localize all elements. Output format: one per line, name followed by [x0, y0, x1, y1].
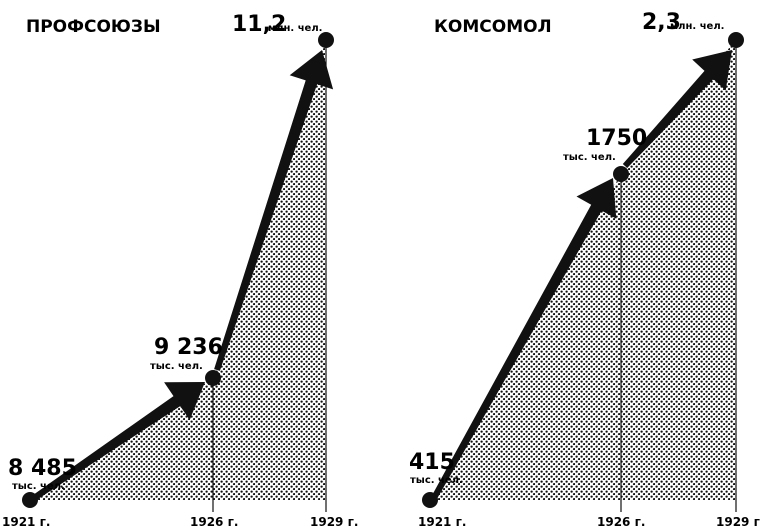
tick-label-1926: 1926 г.	[190, 515, 238, 529]
tick-label-1929: 1929 г.	[716, 515, 760, 529]
value-labels-profsoyuzy: 8 485 тыс. чел. 9 236 тыс. чел. 11,2 млн…	[8, 12, 322, 492]
value-label-1926-number: 9 236	[154, 335, 223, 360]
chart-panel-profsoyuzy: ПРОФСОЮЗЫ 8 485 тыс. чел. 9 236 тыс. чел…	[2, 12, 358, 529]
trend-arrows-profsoyuzy	[32, 50, 334, 501]
value-label-1929-number: 11,2	[232, 12, 286, 37]
area-fill-komsomol	[430, 40, 736, 500]
trend-arrow-1926-1929	[622, 50, 732, 168]
value-label-1926-unit: тыс. чел.	[563, 152, 616, 163]
gridlines-komsomol	[620, 40, 737, 512]
chart-title-komsomol: КОМСОМОЛ	[434, 17, 552, 37]
data-point-1926	[613, 166, 629, 182]
trend-arrow-1921-1926	[431, 178, 617, 500]
chart-panel-komsomol: КОМСОМОЛ 415 тыс. чел. 1750 тыс. чел. 2,…	[409, 10, 760, 529]
value-label-1921-unit: тыс. чел.	[12, 481, 65, 492]
value-label-1921-unit: тыс. чел.	[410, 475, 463, 486]
value-label-1929-number: 2,3	[642, 10, 681, 35]
data-points-profsoyuzy	[22, 32, 334, 508]
gridlines-profsoyuzy	[212, 40, 327, 512]
data-point-1929	[318, 32, 334, 48]
data-point-1926	[205, 370, 221, 386]
x-ticks-profsoyuzy: 1921 г. 1926 г. 1929 г.	[2, 515, 358, 529]
data-points-komsomol	[422, 32, 744, 508]
value-label-1929-unit: млн. чел.	[268, 23, 322, 34]
tick-label-1926: 1926 г.	[597, 515, 645, 529]
value-label-1921-number: 415	[409, 450, 455, 475]
trend-arrow-1926-1929	[214, 50, 334, 371]
data-point-1921	[422, 492, 438, 508]
area-fill-profsoyuzy	[30, 40, 326, 500]
tick-label-1921: 1921 г.	[418, 515, 466, 529]
trend-arrows-komsomol	[431, 50, 732, 500]
data-point-1929	[728, 32, 744, 48]
value-label-1921-number: 8 485	[8, 456, 77, 481]
trend-arrow-1921-1926	[32, 382, 205, 501]
value-label-1926-number: 1750	[586, 126, 647, 151]
chart-title-profsoyuzy: ПРОФСОЮЗЫ	[26, 17, 161, 37]
value-labels-komsomol: 415 тыс. чел. 1750 тыс. чел. 2,3 млн. че…	[409, 10, 724, 486]
value-label-1926-unit: тыс. чел.	[150, 361, 203, 372]
value-label-1929-unit: млн. чел.	[670, 21, 724, 32]
data-point-1921	[22, 492, 38, 508]
tick-label-1929: 1929 г.	[310, 515, 358, 529]
tick-label-1921: 1921 г.	[2, 515, 50, 529]
x-ticks-komsomol: 1921 г. 1926 г. 1929 г.	[418, 515, 760, 529]
